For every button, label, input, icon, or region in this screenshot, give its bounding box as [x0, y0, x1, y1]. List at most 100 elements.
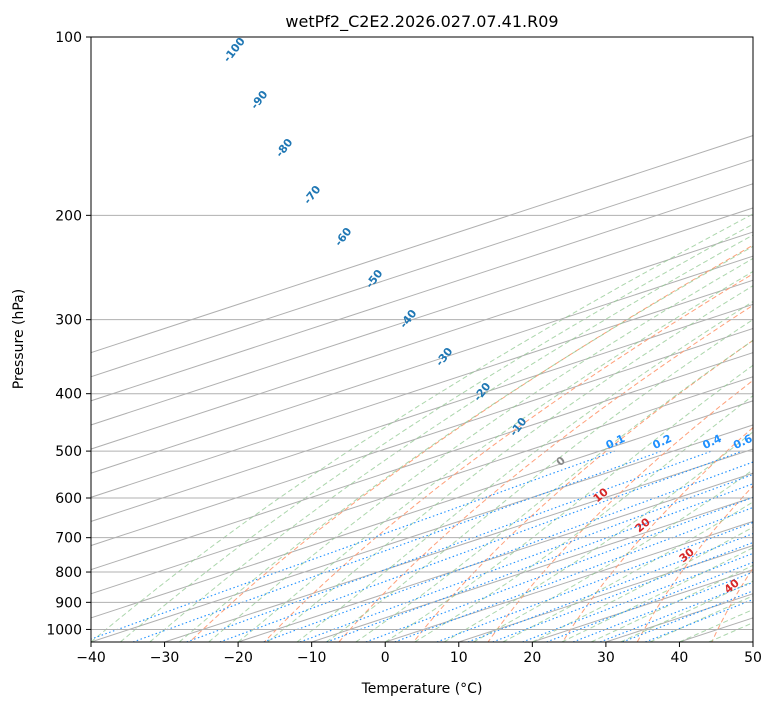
- theta-label: -10: [507, 415, 530, 439]
- isotherm-line: [532, 569, 753, 642]
- isotherm-line: [91, 159, 753, 378]
- moist-adiabat-line: [502, 501, 753, 642]
- moist-adiabat-line: [208, 257, 753, 642]
- mixing-ratio-line: [436, 521, 753, 642]
- dry-adiabat-line: [636, 485, 753, 642]
- mixing-ratio-label: 0.6: [731, 432, 754, 452]
- mixing-ratio-line: [599, 581, 753, 642]
- mixing-ratio-line: [132, 450, 662, 642]
- x-tick-label: 10: [450, 650, 468, 666]
- mixing-ratio-line: [263, 461, 753, 642]
- plot-frame: [90, 36, 754, 643]
- isotherm-line: [385, 520, 753, 642]
- y-tick-label: 700: [55, 531, 82, 547]
- y-tick-label: 200: [55, 208, 82, 224]
- mixing-ratio-labels: 0.10.20.40.611.52346810131620253036: [604, 432, 754, 452]
- x-axis-label: Temperature (°C): [361, 681, 483, 697]
- isotherm-line: [91, 352, 753, 571]
- x-tick-label: 50: [744, 650, 762, 666]
- x-tick-label: −40: [76, 650, 106, 666]
- y-tick-label: 800: [55, 565, 82, 581]
- moist-adiabat-line: [326, 318, 753, 642]
- isotherm-line: [91, 303, 753, 522]
- dry-adiabat-line: [263, 273, 753, 642]
- x-tick-label: 0: [381, 650, 390, 666]
- moist-adiabat-line: [532, 526, 753, 642]
- mixing-ratio-line: [522, 552, 753, 642]
- moist-adiabat-line: [178, 245, 753, 642]
- isotherm-line: [91, 255, 753, 474]
- isotherm-line: [91, 279, 753, 498]
- theta-label: -80: [273, 136, 296, 160]
- moist-adiabat-line: [237, 270, 753, 642]
- y-axis-ticks: 100 200 300 400 500 600 700 800 900 1000: [46, 30, 91, 638]
- moist-adiabat-line: [296, 300, 753, 642]
- x-tick-label: −20: [223, 650, 253, 666]
- moist-adiabat-line: [267, 285, 753, 642]
- y-tick-label: 1000: [46, 622, 82, 638]
- dry-adiabat-line: [338, 304, 753, 642]
- moist-adiabat-line: [620, 580, 753, 642]
- y-tick-label: 600: [55, 491, 82, 507]
- moist-adiabat-line: [355, 339, 753, 642]
- theta-label: -100: [221, 35, 248, 65]
- y-tick-label: 100: [55, 30, 82, 46]
- isotherm-line: [458, 545, 753, 642]
- y-tick-label: 400: [55, 387, 82, 403]
- x-tick-label: −30: [150, 650, 180, 666]
- mixing-ratio-line: [219, 450, 743, 642]
- x-tick-label: 40: [671, 650, 689, 666]
- isotherm-line: [91, 424, 753, 642]
- isotherm-line: [91, 327, 753, 547]
- moist-adiabat-line: [443, 431, 753, 642]
- isotherm-line: [91, 135, 753, 354]
- mixing-ratio-line: [186, 450, 712, 642]
- isotherm-line: [311, 496, 753, 642]
- y-tick-label: 500: [55, 444, 82, 460]
- x-axis-ticks: −40 −30 −20 −10 0 10 20 30 40 50: [76, 642, 762, 666]
- mixing-ratio-line: [365, 496, 753, 642]
- mixing-ratio-label: 0.2: [651, 432, 674, 452]
- isotherm-line: [164, 448, 753, 642]
- isotherm-line: [91, 231, 753, 450]
- isotherm-line: [752, 641, 753, 642]
- theta-label: -90: [248, 88, 271, 112]
- dry-adiabat-line: [562, 426, 753, 642]
- isotherm-line: [91, 183, 753, 402]
- mixing-ratio-line: [91, 450, 616, 640]
- theta-label: -70: [301, 183, 324, 207]
- dry-adiabat-line: [711, 567, 753, 642]
- dry-adiabat-line: [487, 379, 753, 642]
- mixing-ratio-line: [645, 599, 753, 642]
- moist-adiabat-line: [649, 595, 753, 642]
- mixing-ratio-line: [546, 561, 753, 642]
- mixing-ratio-line: [326, 483, 753, 642]
- isotherm-line: [237, 472, 753, 642]
- y-tick-label: 900: [55, 595, 82, 611]
- theta-label: -50: [363, 267, 386, 291]
- chart-title: wetPf2_C2E2.2026.027.07.41.R09: [285, 12, 558, 32]
- isotherm-line: [91, 376, 753, 595]
- mixing-ratio-line: [622, 590, 753, 642]
- moist-adiabat-line: [473, 469, 753, 642]
- ratio-label: 0: [554, 454, 568, 469]
- theta-label: -40: [397, 307, 420, 331]
- isotherm-line: [91, 400, 753, 619]
- moist-adiabat-line: [120, 223, 753, 642]
- moist-adiabat-line: [590, 564, 753, 642]
- y-tick-label: 300: [55, 313, 82, 329]
- x-tick-label: 20: [523, 650, 541, 666]
- isotherm-line: [91, 207, 753, 426]
- ratio-label: 20: [633, 515, 653, 535]
- y-axis-label: Pressure (hPa): [11, 289, 27, 389]
- theta-label: -60: [332, 225, 355, 249]
- moist-adiabat-line: [91, 213, 753, 642]
- theta-label: -20: [471, 380, 494, 404]
- ratio-label: 30: [677, 545, 697, 565]
- moist-adiabat-line: [384, 364, 753, 642]
- x-tick-label: 30: [597, 650, 615, 666]
- mixing-ratio-line: [299, 473, 753, 642]
- theta-label: -30: [433, 345, 456, 369]
- theta-labels: -100-90 -80-70 -60 -50 -40 -30 -20 -10: [221, 35, 530, 439]
